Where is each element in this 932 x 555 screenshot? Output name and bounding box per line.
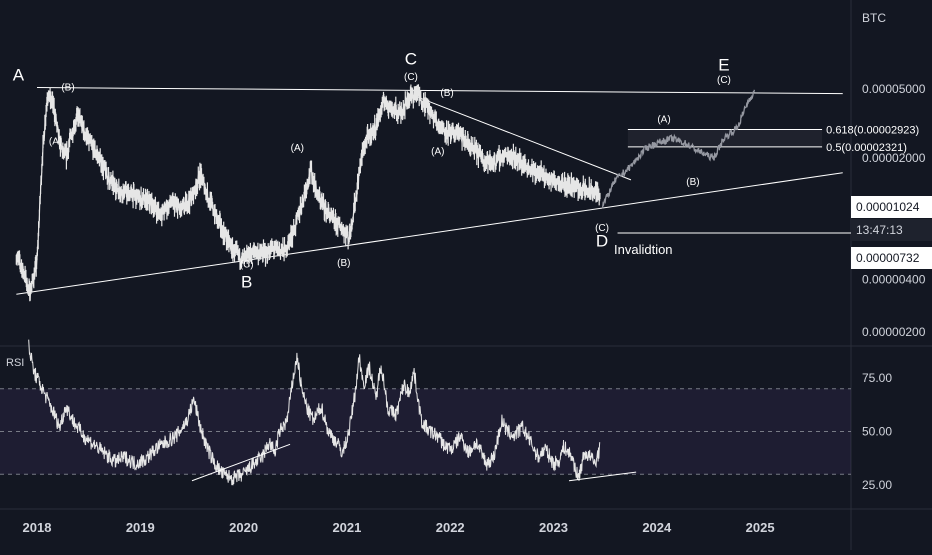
wave-label-13: D <box>596 232 608 251</box>
wave-label-14: (A) <box>657 115 670 126</box>
price-tick-3: 0.00000400 <box>862 273 926 287</box>
wave-label-4: (A) <box>291 143 304 154</box>
rsi-series <box>28 339 637 486</box>
wave-label-2: (B) <box>61 83 74 94</box>
time-tick-8: 2025 <box>746 520 775 535</box>
wave-labels: A(B)(A)(A)(C)B(B)C(C)(B)(A)(C)D(A)(B)E(C… <box>13 50 731 292</box>
wave-label-15: (B) <box>686 177 699 188</box>
time-tick-7: 2024 <box>642 520 672 535</box>
wave-label-1: A <box>13 65 25 84</box>
invalidation-price-badge: 0.00000732 <box>851 247 932 269</box>
price-tick-1: 0.00005000 <box>862 82 926 96</box>
rsi-trendline-1 <box>191 443 291 482</box>
wave-label-11: (A) <box>431 146 444 157</box>
rsi-trendline-2 <box>568 471 637 482</box>
invalidation-price-label: 0.00000732 <box>856 251 920 265</box>
rsi-tick-3: 25.00 <box>862 478 892 492</box>
time-tick-5: 2022 <box>436 520 465 535</box>
wave-label-9: (C) <box>404 72 418 83</box>
fib-label-1: 0.618(0.00002923) <box>826 125 919 137</box>
trendline-1 <box>36 87 843 95</box>
time-tick-4: 2021 <box>332 520 361 535</box>
wave-label-12: (C) <box>595 223 609 234</box>
projection-path <box>601 89 756 209</box>
current-price-label: 0.00001024 <box>856 200 920 214</box>
countdown-label: 13:47:13 <box>856 223 903 237</box>
price-tick-4: 0.00000200 <box>862 325 926 339</box>
price-line <box>15 84 601 302</box>
price-series <box>15 84 756 302</box>
wave-label-8: C <box>405 50 417 69</box>
wave-label-6: B <box>241 273 252 292</box>
trendlines[interactable] <box>16 87 843 295</box>
wave-label-7: (B) <box>337 258 350 269</box>
trendline-2 <box>16 172 843 295</box>
fib-label-2: 0.5(0.00002321) <box>826 142 907 154</box>
wave-label-5: (C) <box>240 259 254 270</box>
rsi-tick-2: 50.00 <box>862 425 892 439</box>
current-price-badge: 0.00001024 <box>851 196 932 218</box>
rsi-label: RSI <box>6 357 24 369</box>
trendline-3 <box>408 93 632 181</box>
time-tick-2: 2019 <box>126 520 155 535</box>
wave-label-16: E <box>718 55 729 74</box>
wave-label-3: (A) <box>49 136 62 147</box>
rsi-line <box>28 339 601 486</box>
wave-label-10: (B) <box>440 88 453 99</box>
time-tick-1: 2018 <box>23 520 52 535</box>
rsi-tick-1: 75.00 <box>862 371 892 385</box>
quote-unit-label: BTC <box>862 11 886 25</box>
invalidation-label: Invalidtion <box>614 242 673 257</box>
time-tick-6: 2023 <box>539 520 568 535</box>
wave-label-17: (C) <box>717 75 731 86</box>
price-tick-2: 0.00002000 <box>862 151 926 165</box>
time-tick-3: 2020 <box>229 520 258 535</box>
countdown-badge: 13:47:13 <box>851 219 932 241</box>
axes: BTC 0.00005000 0.00002000 0.00000400 0.00000… <box>6 11 926 535</box>
